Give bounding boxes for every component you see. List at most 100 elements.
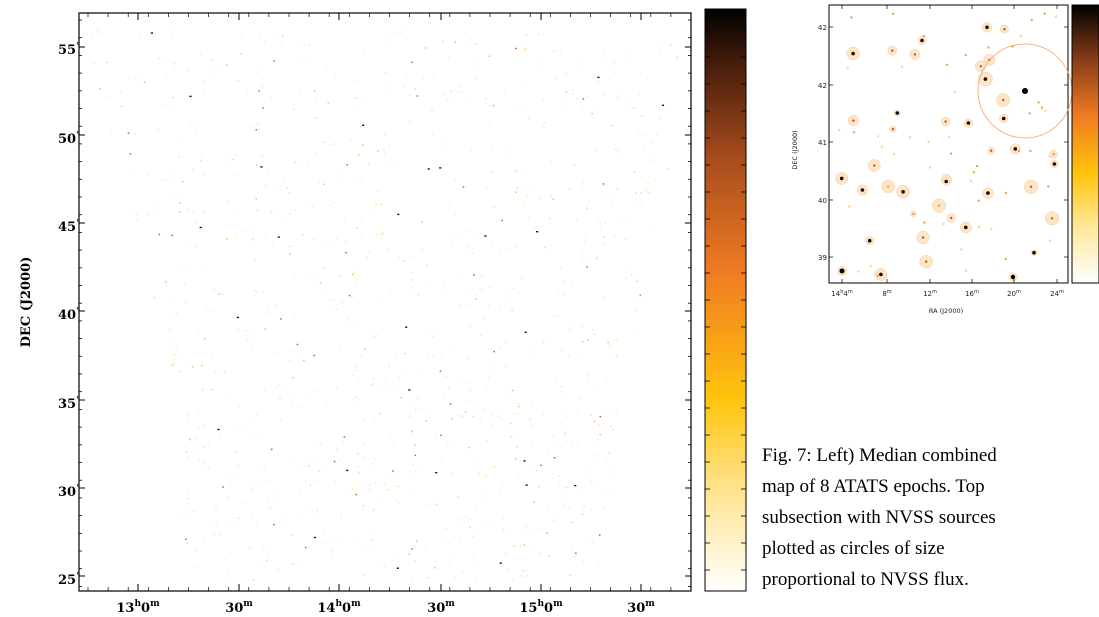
source-speck xyxy=(225,64,228,66)
source-speck xyxy=(246,92,249,94)
source-dot xyxy=(945,63,948,66)
left-x-tick-labels: 13h0m 30m 14h0m 30m 15h0m 30m xyxy=(116,599,655,616)
source-speck xyxy=(157,128,159,130)
source-speck xyxy=(430,110,433,112)
source-speck xyxy=(607,341,609,344)
source-dot xyxy=(927,140,930,144)
source-speck xyxy=(385,87,387,89)
source-speck xyxy=(222,486,224,488)
source-speck xyxy=(368,251,371,254)
source-speck xyxy=(556,315,559,317)
source-speck xyxy=(362,53,365,55)
source-speck xyxy=(222,293,224,295)
source-speck xyxy=(569,329,572,331)
source-speck xyxy=(443,286,446,289)
source-speck xyxy=(410,578,413,581)
x-tick-label: 13h0m xyxy=(116,599,160,616)
source-speck xyxy=(624,277,627,279)
source-speck xyxy=(325,287,328,289)
source-speck xyxy=(266,309,268,311)
source-speck xyxy=(195,438,198,441)
source-speck xyxy=(604,222,607,224)
source-dot xyxy=(879,272,883,277)
source-speck xyxy=(447,542,449,544)
source-speck xyxy=(555,50,558,52)
source-speck xyxy=(514,457,517,460)
source-speck xyxy=(264,389,266,392)
source-speck xyxy=(373,418,375,420)
source-speck xyxy=(395,571,397,573)
source-speck xyxy=(486,440,488,442)
source-speck xyxy=(563,294,566,296)
source-speck xyxy=(181,141,183,143)
source-speck xyxy=(319,282,322,284)
source-speck xyxy=(528,217,530,219)
source-speck xyxy=(237,328,240,331)
source-speck xyxy=(530,401,533,404)
source-speck xyxy=(215,71,217,73)
source-speck xyxy=(596,455,598,457)
source-speck xyxy=(196,121,199,123)
source-speck xyxy=(356,466,359,468)
source-speck xyxy=(280,318,282,320)
source-speck xyxy=(569,507,571,509)
source-speck xyxy=(169,175,172,177)
source-speck xyxy=(292,377,294,379)
source-speck xyxy=(352,374,355,376)
source-speck xyxy=(492,147,494,149)
source-speck xyxy=(375,203,377,206)
source-speck xyxy=(524,331,527,333)
source-dot xyxy=(975,164,979,168)
source-speck xyxy=(470,390,472,392)
source-speck xyxy=(450,242,452,244)
source-speck xyxy=(595,258,597,260)
source-speck xyxy=(193,210,195,213)
source-speck xyxy=(371,510,374,513)
source-speck xyxy=(229,482,232,484)
source-speck xyxy=(445,528,447,530)
source-dot xyxy=(923,221,926,224)
source-speck xyxy=(610,425,612,428)
source-speck xyxy=(512,578,514,581)
source-speck xyxy=(440,434,442,436)
source-speck xyxy=(590,480,593,483)
source-speck xyxy=(434,567,436,569)
source-speck xyxy=(203,538,206,540)
source-speck xyxy=(609,476,611,479)
source-speck xyxy=(448,387,450,389)
source-speck xyxy=(218,433,220,435)
source-speck xyxy=(563,280,565,282)
source-speck xyxy=(383,565,385,567)
source-speck xyxy=(603,93,605,96)
source-speck xyxy=(429,414,431,417)
source-speck xyxy=(603,296,605,298)
source-speck xyxy=(597,76,600,79)
source-speck xyxy=(370,532,372,535)
source-speck xyxy=(452,556,455,558)
source-dot xyxy=(1028,112,1031,115)
source-speck xyxy=(414,560,416,562)
source-speck xyxy=(255,525,258,527)
source-speck xyxy=(615,339,618,341)
source-speck xyxy=(391,476,393,478)
source-speck xyxy=(247,329,249,331)
source-speck xyxy=(428,331,430,334)
y-tick-label: 50° xyxy=(58,129,80,147)
source-speck xyxy=(173,362,176,364)
source-speck xyxy=(361,355,363,357)
source-speck xyxy=(586,266,588,268)
source-speck xyxy=(264,184,267,186)
source-speck xyxy=(173,68,176,71)
source-dot xyxy=(839,176,844,181)
source-speck xyxy=(414,88,416,90)
source-speck xyxy=(191,439,193,442)
right-x-tick-label: 14h4m xyxy=(831,289,853,298)
source-speck xyxy=(408,553,411,555)
source-speck xyxy=(200,160,202,162)
source-speck xyxy=(362,508,364,511)
source-speck xyxy=(519,545,522,547)
source-speck xyxy=(597,80,599,82)
source-speck xyxy=(305,546,307,549)
source-speck xyxy=(219,534,221,536)
source-speck xyxy=(569,574,572,577)
